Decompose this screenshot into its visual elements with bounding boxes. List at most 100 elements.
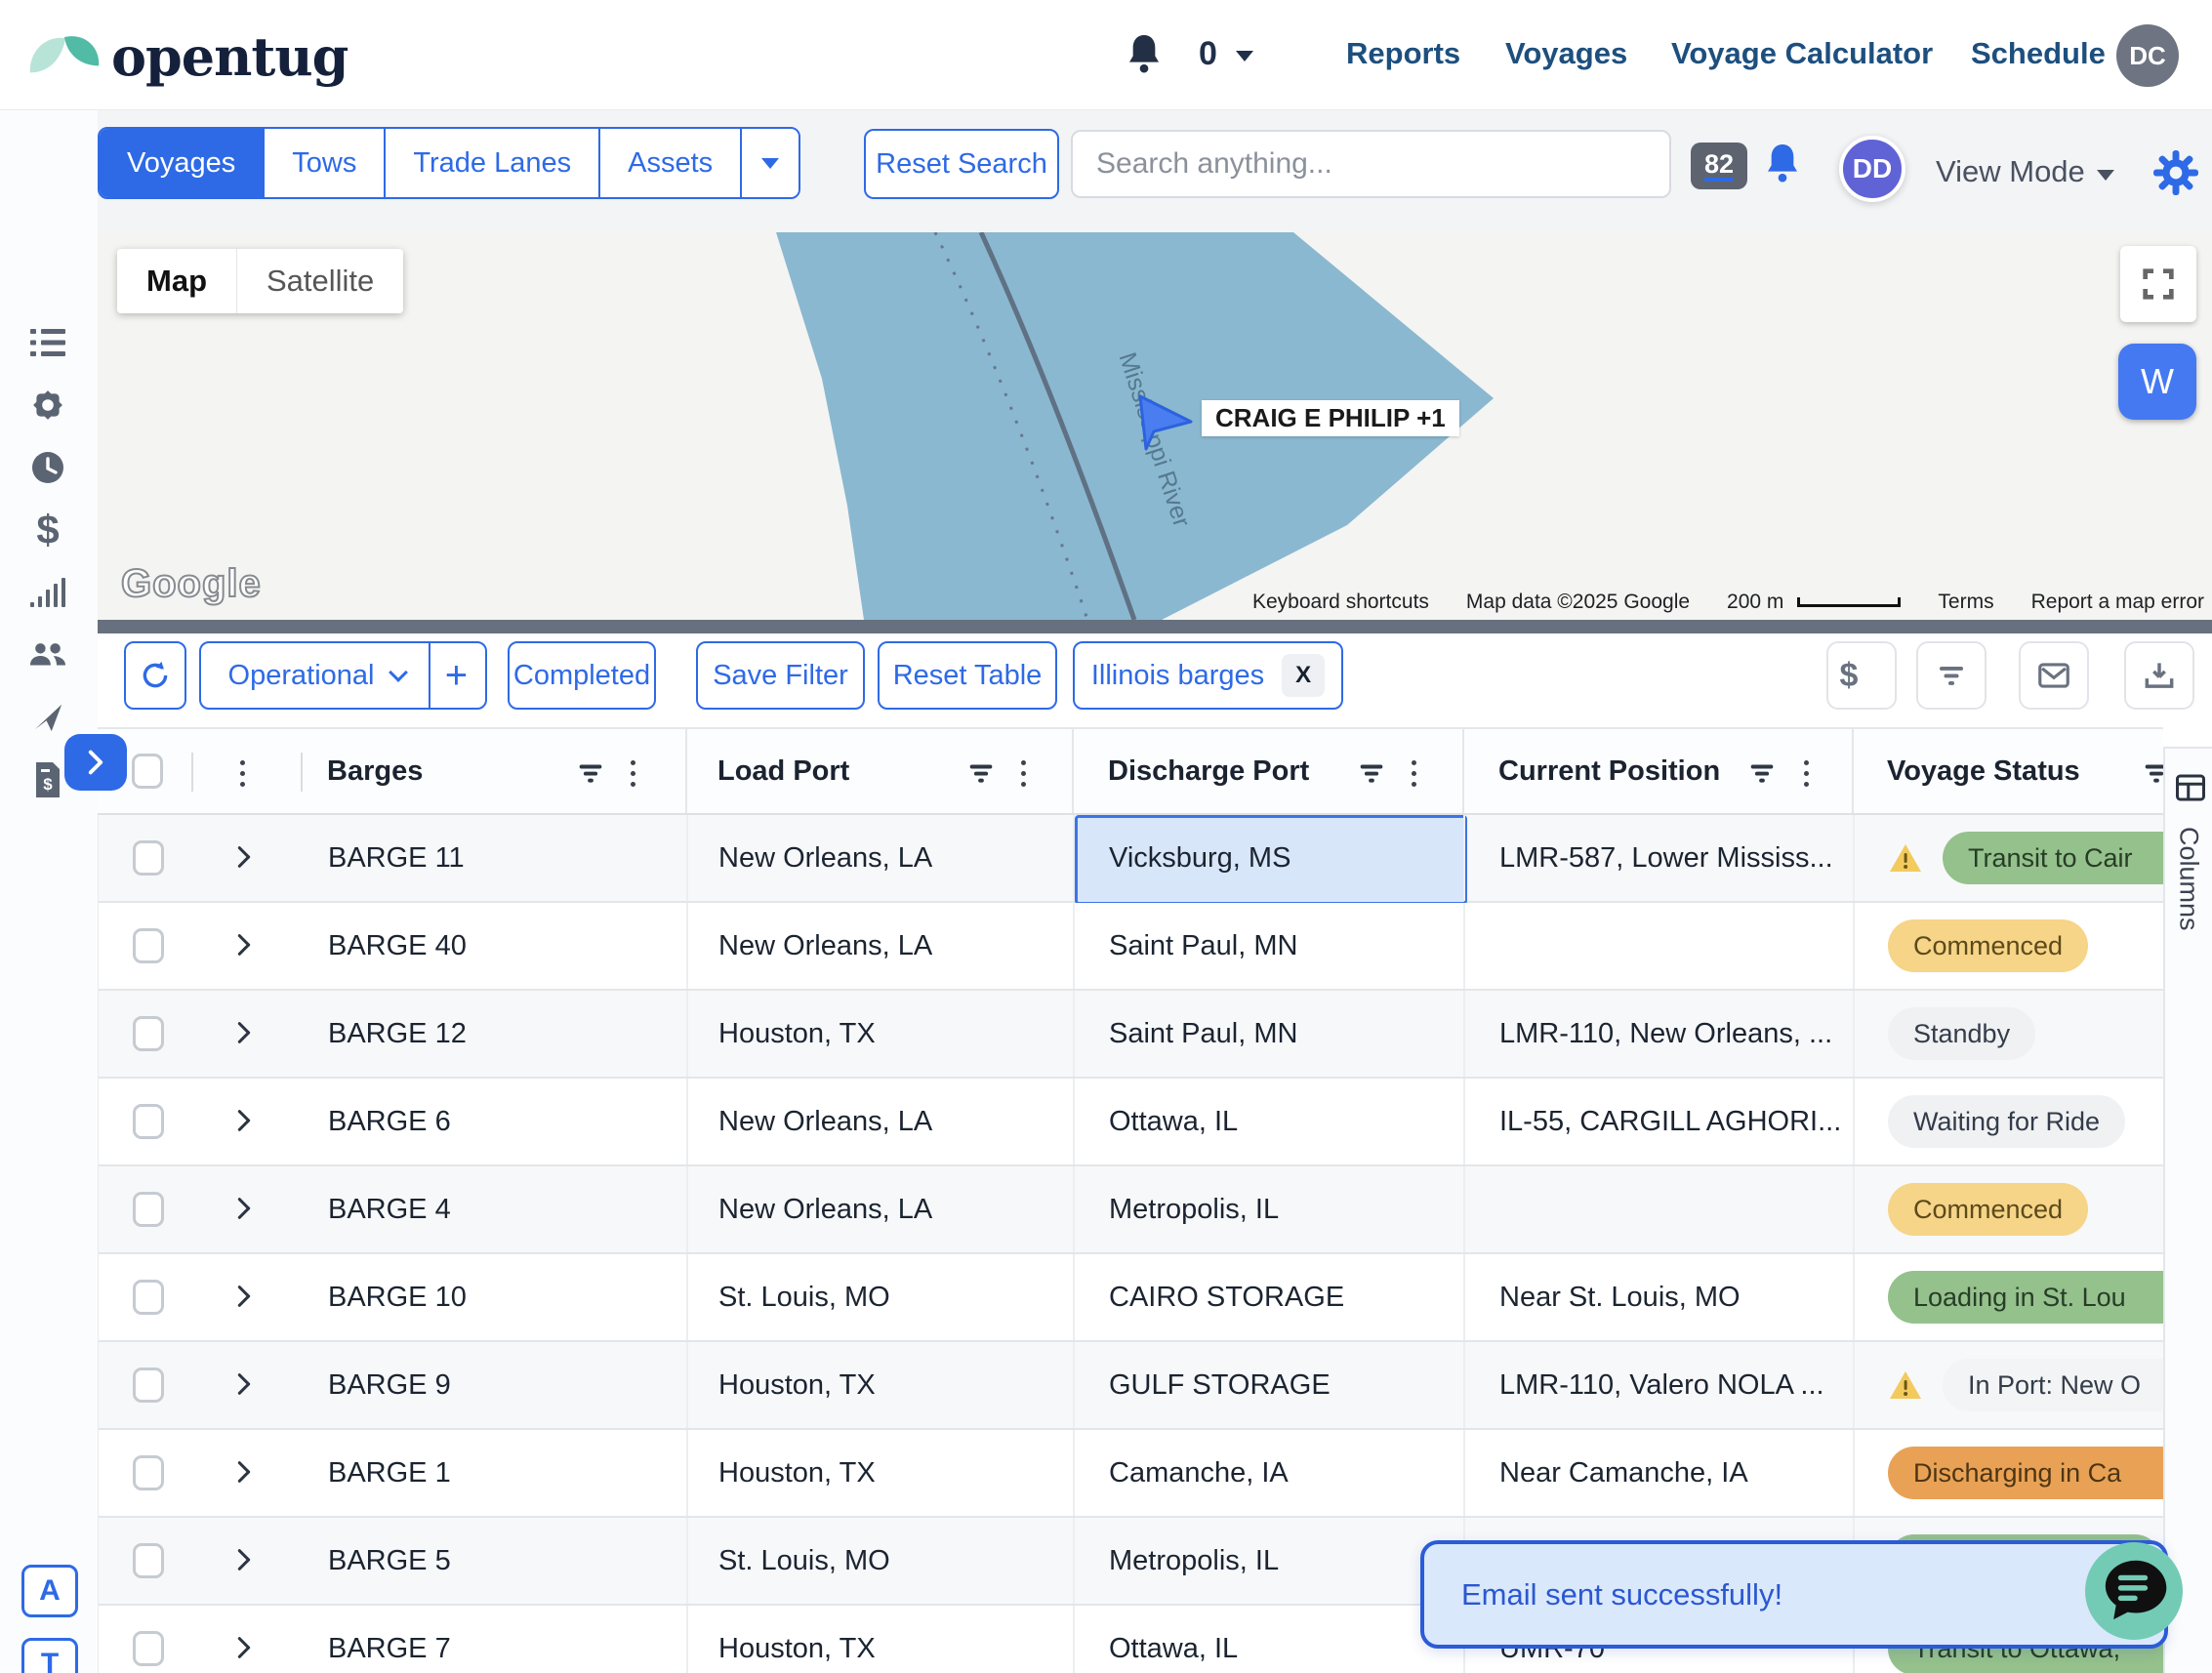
row-expand-icon[interactable] [237, 1372, 251, 1401]
search-input[interactable] [1071, 130, 1671, 198]
kebab-menu-icon[interactable] [1804, 760, 1809, 787]
notification-count[interactable]: 0 [1199, 35, 1217, 72]
invoice-icon[interactable]: $ [29, 761, 66, 798]
discharge-port[interactable]: GULF STORAGE [1109, 1368, 1331, 1401]
shortcut-a-button[interactable]: A [21, 1565, 78, 1617]
discharge-port[interactable]: Ottawa, IL [1109, 1632, 1239, 1664]
gear-badge-icon[interactable] [29, 387, 66, 424]
list-icon[interactable] [29, 324, 66, 361]
filter-icon[interactable] [2140, 756, 2163, 795]
row-expand-icon[interactable] [237, 933, 251, 961]
avatar[interactable]: DC [2116, 24, 2179, 87]
nav-voyage-calculator[interactable]: Voyage Calculator [1671, 36, 1934, 70]
filter-icon[interactable] [574, 756, 607, 795]
row-checkbox[interactable] [133, 1016, 164, 1051]
expand-panel-button[interactable] [64, 734, 127, 791]
dollar-icon[interactable]: $ [36, 507, 60, 552]
opentug-logo[interactable]: opentug [27, 25, 348, 88]
discharge-port[interactable]: Ottawa, IL [1109, 1105, 1239, 1137]
download-icon[interactable] [2124, 641, 2194, 710]
filter-icon[interactable] [1916, 641, 1987, 710]
discharge-port[interactable]: Camanche, IA [1109, 1456, 1289, 1489]
avatar[interactable]: DD [1839, 136, 1905, 202]
column-header-load-port[interactable]: Load Port [717, 755, 850, 787]
map-w-button[interactable]: W [2118, 344, 2196, 420]
toast[interactable]: Email sent successfully! [1420, 1540, 2168, 1649]
tab-tows[interactable]: Tows [263, 129, 385, 197]
vessel-label[interactable]: CRAIG E PHILIP +1 [1202, 400, 1459, 436]
nav-voyages[interactable]: Voyages [1505, 36, 1628, 70]
row-expand-icon[interactable] [237, 1460, 251, 1489]
bell-icon[interactable] [1763, 143, 1802, 190]
row-expand-icon[interactable] [237, 845, 251, 874]
row-expand-icon[interactable] [237, 1548, 251, 1576]
reset-table-button[interactable]: Reset Table [878, 641, 1057, 710]
map-type-satellite[interactable]: Satellite [236, 249, 404, 313]
discharge-port[interactable]: Vicksburg, MS [1109, 841, 1291, 874]
gear-icon[interactable] [2153, 150, 2198, 200]
bar-chart-icon[interactable] [29, 574, 66, 611]
select-all-checkbox[interactable] [132, 754, 163, 789]
chat-widget-icon[interactable] [2085, 1542, 2183, 1640]
table-row[interactable]: BARGE 40 New Orleans, LA Saint Paul, MN … [99, 903, 2163, 991]
report-map-error-link[interactable]: Report a map error [2030, 591, 2204, 613]
notification-bell-icon[interactable] [1125, 33, 1164, 81]
filter-chip-illinois-barges[interactable]: Illinois barges X [1073, 641, 1343, 710]
map-type-map[interactable]: Map [117, 249, 236, 313]
operational-select[interactable]: Operational [205, 643, 430, 708]
row-checkbox[interactable] [133, 928, 164, 963]
kebab-menu-icon[interactable] [240, 760, 245, 787]
row-checkbox[interactable] [133, 1455, 164, 1490]
row-checkbox[interactable] [133, 1280, 164, 1315]
keyboard-shortcuts-link[interactable]: Keyboard shortcuts [1251, 591, 1429, 613]
mail-icon[interactable] [2019, 641, 2089, 710]
map-canvas[interactable]: Mississippi River Map Satellite W CRAIG … [98, 232, 2212, 620]
column-header-barges[interactable]: Barges [327, 755, 424, 787]
row-expand-icon[interactable] [237, 1197, 251, 1225]
terms-link[interactable]: Terms [1938, 591, 1994, 613]
completed-button[interactable]: Completed [508, 641, 656, 710]
filter-icon[interactable] [1355, 756, 1388, 795]
row-checkbox[interactable] [133, 1543, 164, 1578]
row-checkbox[interactable] [133, 1631, 164, 1666]
fullscreen-icon[interactable] [2120, 246, 2196, 322]
tab-assets[interactable]: Assets [598, 129, 741, 197]
tab-voyages[interactable]: Voyages [100, 129, 264, 197]
columns-panel[interactable]: Columns [2163, 747, 2212, 1673]
dollar-icon[interactable]: $ [1826, 641, 1897, 710]
filter-icon[interactable] [964, 756, 998, 795]
row-checkbox[interactable] [133, 1192, 164, 1227]
kebab-menu-icon[interactable] [1021, 760, 1026, 787]
table-row[interactable]: BARGE 12 Houston, TX Saint Paul, MN LMR-… [99, 991, 2163, 1079]
discharge-port[interactable]: Metropolis, IL [1109, 1544, 1280, 1576]
discharge-port[interactable]: Saint Paul, MN [1109, 1017, 1298, 1049]
horizontal-scrollbar[interactable] [98, 620, 2212, 633]
send-icon[interactable] [29, 699, 66, 736]
column-header-discharge-port[interactable]: Discharge Port [1108, 755, 1310, 787]
shortcut-t-button[interactable]: T [21, 1638, 78, 1673]
reset-search-button[interactable]: Reset Search [864, 129, 1059, 199]
save-filter-button[interactable]: Save Filter [696, 641, 865, 710]
row-checkbox[interactable] [133, 1367, 164, 1403]
discharge-port[interactable]: CAIRO STORAGE [1109, 1281, 1345, 1313]
table-row[interactable]: BARGE 10 St. Louis, MO CAIRO STORAGE Nea… [99, 1254, 2163, 1342]
row-checkbox[interactable] [133, 1104, 164, 1139]
chevron-down-icon[interactable] [1236, 51, 1253, 61]
kebab-menu-icon[interactable] [631, 760, 635, 787]
refresh-icon[interactable] [124, 641, 186, 710]
row-expand-icon[interactable] [237, 1021, 251, 1049]
column-header-voyage-status[interactable]: Voyage Status [1887, 755, 2080, 787]
table-row[interactable]: BARGE 9 Houston, TX GULF STORAGE LMR-110… [99, 1342, 2163, 1430]
discharge-port[interactable]: Saint Paul, MN [1109, 929, 1298, 961]
clock-icon[interactable] [29, 449, 66, 486]
row-expand-icon[interactable] [237, 1636, 251, 1664]
table-row[interactable]: BARGE 6 New Orleans, LA Ottawa, IL IL-55… [99, 1079, 2163, 1166]
tab-trade-lanes[interactable]: Trade Lanes [384, 129, 599, 197]
row-expand-icon[interactable] [237, 1109, 251, 1137]
discharge-port[interactable]: Metropolis, IL [1109, 1193, 1280, 1225]
kebab-menu-icon[interactable] [1412, 760, 1416, 787]
table-row[interactable]: BARGE 1 Houston, TX Camanche, IA Near Ca… [99, 1430, 2163, 1518]
table-row[interactable]: BARGE 11 New Orleans, LA Vicksburg, MS L… [99, 815, 2163, 905]
tabs-more-dropdown[interactable] [740, 129, 799, 197]
view-mode-dropdown[interactable]: View Mode [1936, 154, 2114, 189]
